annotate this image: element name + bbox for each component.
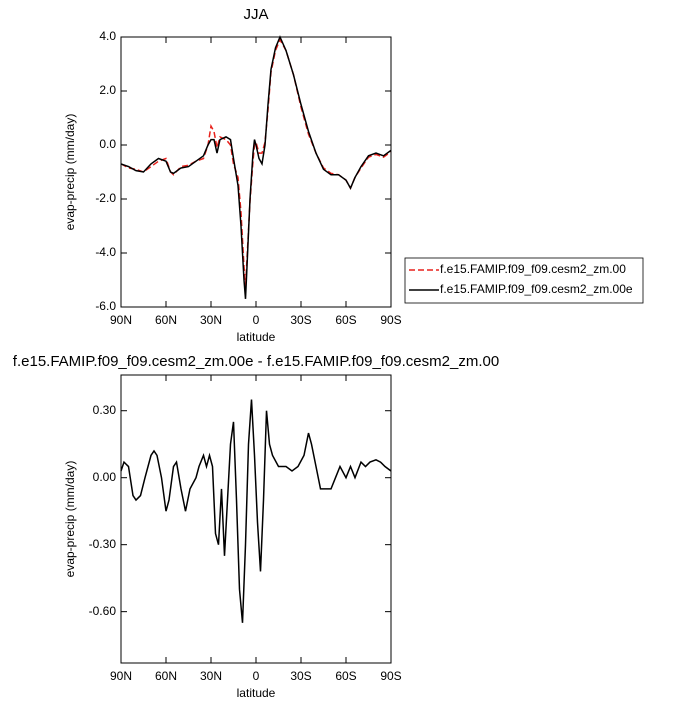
y-tick-label: -4.0	[95, 245, 116, 259]
x-axis-label: latitude	[237, 330, 276, 344]
x-tick-label: 0	[253, 313, 260, 327]
x-tick-label: 30S	[290, 313, 311, 327]
chart-title: f.e15.FAMIP.f09_f09.cesm2_zm.00e - f.e15…	[13, 353, 499, 370]
y-axis-label: evap-precip (mm/day)	[63, 114, 77, 231]
plot-frame	[120, 374, 392, 664]
x-tick-label: 90N	[110, 669, 132, 683]
x-axis-label: latitude	[237, 686, 276, 700]
chart-title: JJA	[243, 6, 268, 23]
y-tick-label: 4.0	[99, 29, 116, 43]
x-tick-label: 60N	[155, 669, 177, 683]
y-tick-label: -6.0	[95, 299, 116, 313]
y-tick-label: -2.0	[95, 191, 116, 205]
legend-box	[404, 257, 644, 304]
x-tick-label: 90S	[380, 313, 401, 327]
x-tick-label: 30N	[200, 669, 222, 683]
x-tick-label: 90N	[110, 313, 132, 327]
x-tick-label: 90S	[380, 669, 401, 683]
data-line	[120, 37, 392, 289]
x-tick-label: 0	[253, 669, 260, 683]
x-tick-label: 60S	[335, 313, 356, 327]
legend-label: f.e15.FAMIP.f09_f09.cesm2_zm.00e	[440, 282, 633, 296]
y-tick-label: 2.0	[99, 83, 116, 97]
x-tick-label: 60N	[155, 313, 177, 327]
y-tick-label: 0.30	[93, 403, 117, 417]
y-tick-label: 0.0	[99, 137, 116, 151]
y-tick-label: -0.30	[89, 537, 117, 551]
x-tick-label: 60S	[335, 669, 356, 683]
x-tick-label: 30S	[290, 669, 311, 683]
y-tick-label: 0.00	[93, 470, 117, 484]
y-axis-label: evap-precip (mm/day)	[63, 461, 77, 578]
plot-frame	[120, 36, 392, 308]
data-line	[120, 35, 392, 299]
legend-label: f.e15.FAMIP.f09_f09.cesm2_zm.00	[440, 262, 626, 276]
y-tick-label: -0.60	[89, 604, 117, 618]
data-line	[120, 399, 392, 623]
x-tick-label: 30N	[200, 313, 222, 327]
